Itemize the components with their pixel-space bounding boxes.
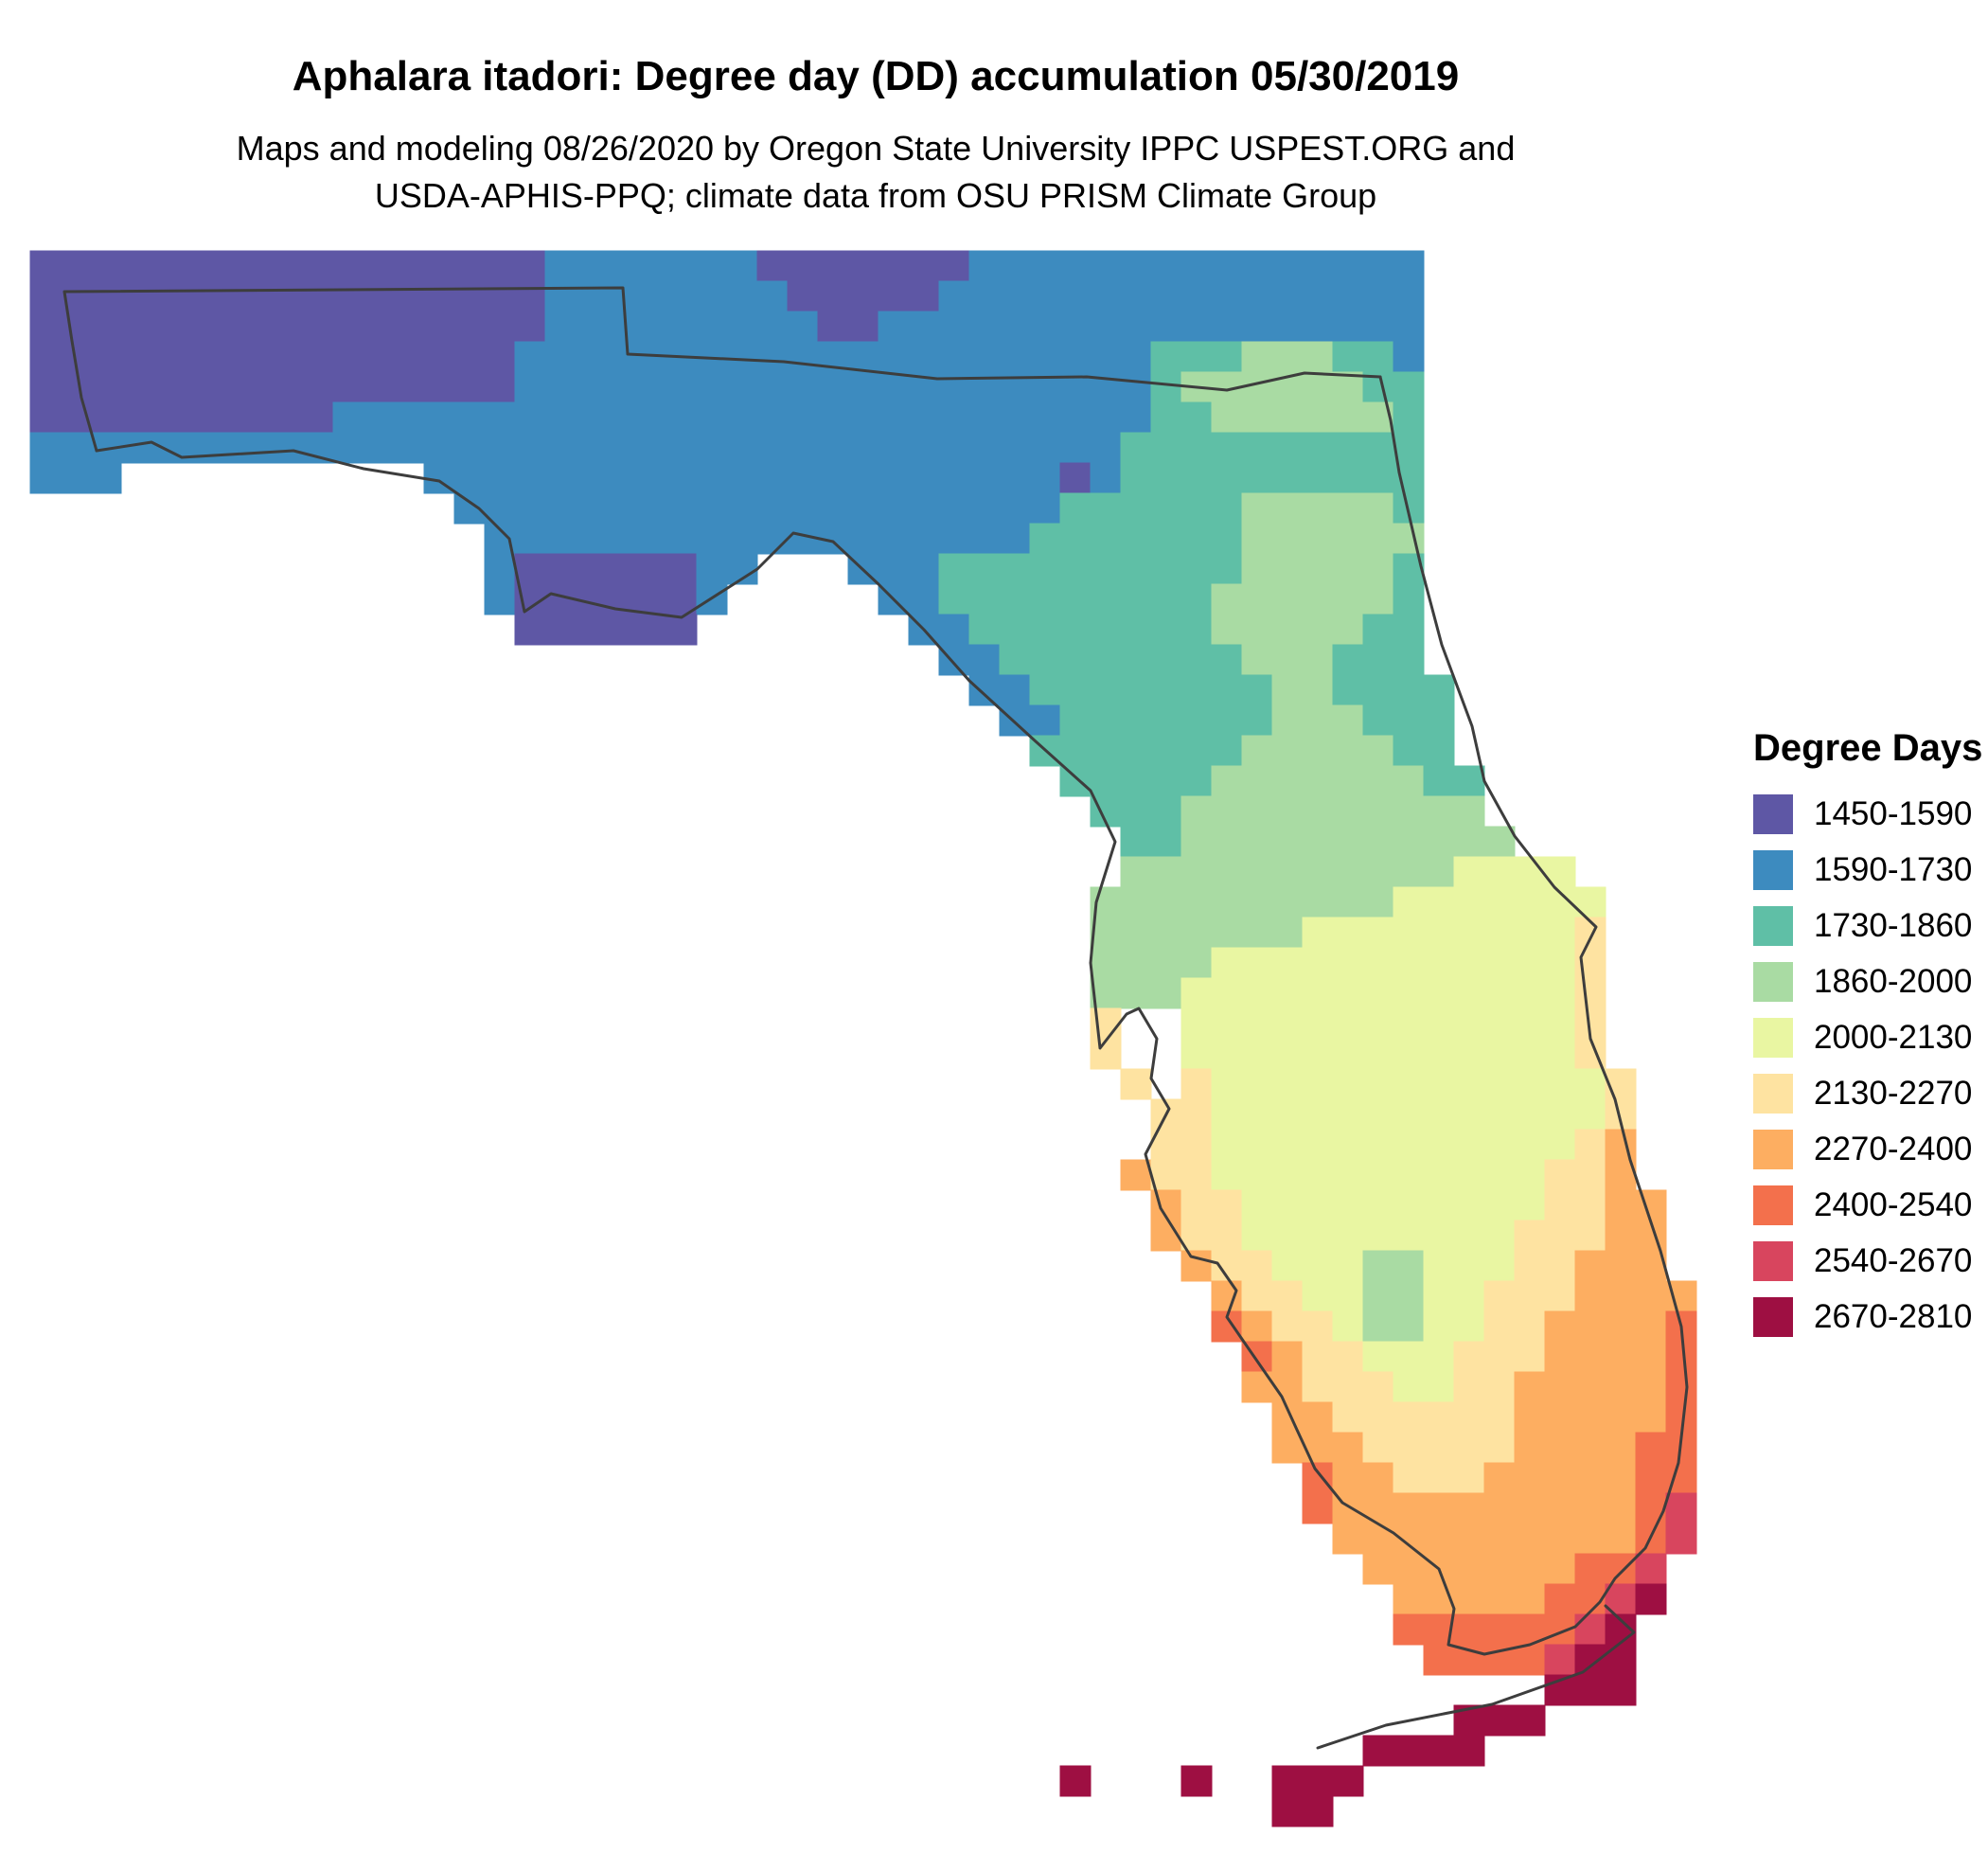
legend-label: 2670-2810 (1814, 1298, 1973, 1335)
legend-swatch (1753, 1018, 1793, 1058)
legend-label: 2130-2270 (1814, 1075, 1973, 1112)
legend-item: 1450-1590 (1753, 794, 1986, 834)
legend-label: 2540-2670 (1814, 1242, 1973, 1279)
legend-swatch (1753, 1185, 1793, 1225)
figure-subtitle-line2: USDA-APHIS-PPQ; climate data from OSU PR… (374, 175, 1377, 215)
figure-subtitle-line1: Maps and modeling 08/26/2020 by Oregon S… (236, 129, 1516, 168)
legend-item: 1730-1860 (1753, 906, 1986, 946)
legend-label: 2270-2400 (1814, 1131, 1973, 1167)
legend-swatch (1753, 1130, 1793, 1169)
legend-label: 2400-2540 (1814, 1186, 1973, 1223)
legend-label: 2000-2130 (1814, 1019, 1973, 1056)
legend-label: 1860-2000 (1814, 963, 1973, 1000)
keys-outline (1316, 1604, 1636, 1750)
legend-swatch (1753, 850, 1793, 890)
legend-item: 2270-2400 (1753, 1130, 1986, 1169)
legend-swatch (1753, 1074, 1793, 1114)
legend: Degree Days 1450-1590 1590-1730 1730-1860 1… (1753, 727, 1986, 1353)
legend-label: 1450-1590 (1814, 795, 1973, 832)
legend-item: 2670-2810 (1753, 1297, 1986, 1337)
legend-swatch (1753, 1297, 1793, 1337)
legend-swatch (1753, 962, 1793, 1002)
legend-item: 2400-2540 (1753, 1185, 1986, 1225)
figure-header: Aphalara itadori: Degree day (DD) accumu… (0, 53, 1751, 219)
legend-swatch (1753, 1241, 1793, 1281)
legend-label: 1730-1860 (1814, 907, 1973, 944)
legend-swatch (1753, 906, 1793, 946)
degree-day-raster (29, 250, 1697, 1827)
legend-title: Degree Days (1753, 727, 1983, 769)
legend-item: 2000-2130 (1753, 1018, 1986, 1058)
legend-item: 2130-2270 (1753, 1074, 1986, 1114)
legend-swatch (1753, 794, 1793, 834)
legend-item: 1860-2000 (1753, 962, 1986, 1002)
legend-item: 1590-1730 (1753, 850, 1986, 890)
legend-label: 1590-1730 (1814, 851, 1973, 888)
legend-item: 2540-2670 (1753, 1241, 1986, 1281)
figure-title: Aphalara itadori: Degree day (DD) accumu… (292, 53, 1460, 99)
legend-items: 1450-1590 1590-1730 1730-1860 1860-2000 2000… (1753, 794, 1986, 1337)
state-border-line (62, 286, 1382, 453)
coastline (95, 375, 1689, 1656)
